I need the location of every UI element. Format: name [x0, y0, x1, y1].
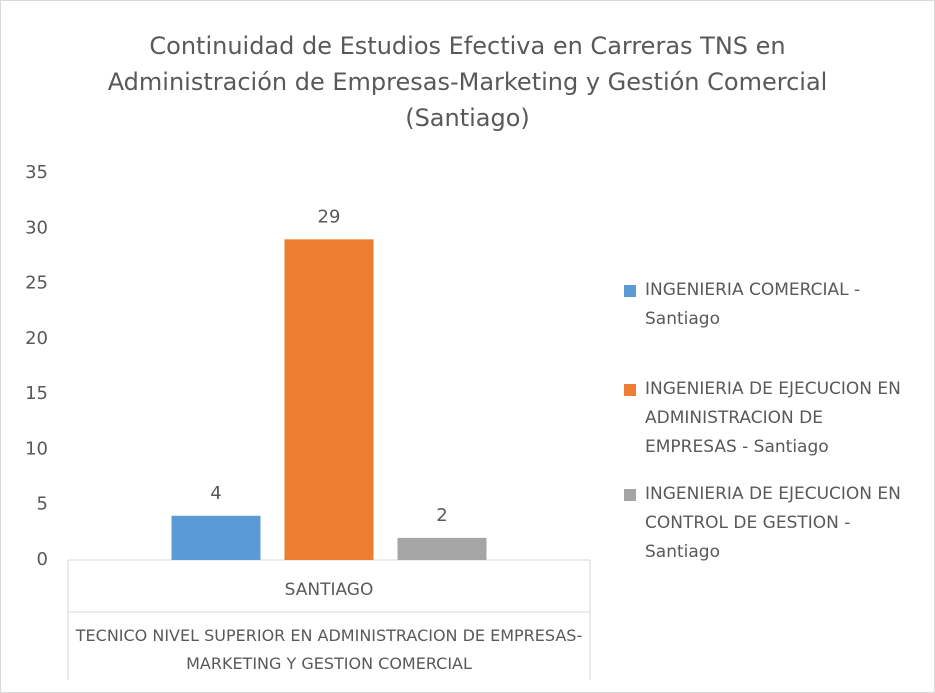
y-tick-label: 20 [25, 328, 48, 349]
y-tick-label: 15 [25, 383, 48, 404]
data-label: 2 [436, 505, 447, 526]
bar [171, 515, 261, 560]
legend-swatch [624, 384, 636, 396]
y-tick-label: 30 [25, 217, 48, 238]
legend-label: INGENIERIA DE EJECUCION EN ADMINISTRACIO… [645, 379, 901, 457]
data-label: 4 [210, 483, 221, 504]
x-tick-label: SANTIAGO [285, 580, 374, 600]
legend-swatch [624, 285, 636, 297]
y-tick-label: 5 [37, 494, 48, 515]
y-tick-label: 0 [37, 549, 48, 570]
y-tick-label: 25 [25, 273, 48, 294]
bar [397, 537, 487, 560]
y-tick-label: 35 [25, 162, 48, 183]
legend-label: INGENIERIA DE EJECUCION EN CONTROL DE GE… [645, 484, 901, 562]
y-tick-label: 10 [25, 438, 48, 459]
data-label: 29 [318, 206, 341, 227]
legend-swatch [624, 489, 636, 501]
category-group-label: TECNICO NIVEL SUPERIOR EN ADMINISTRACION… [75, 626, 583, 673]
legend-label: INGENIERIA COMERCIAL - Santiago [645, 280, 861, 329]
chart-title: Continuidad de Estudios Efectiva en Carr… [107, 32, 828, 132]
bar [284, 239, 374, 561]
